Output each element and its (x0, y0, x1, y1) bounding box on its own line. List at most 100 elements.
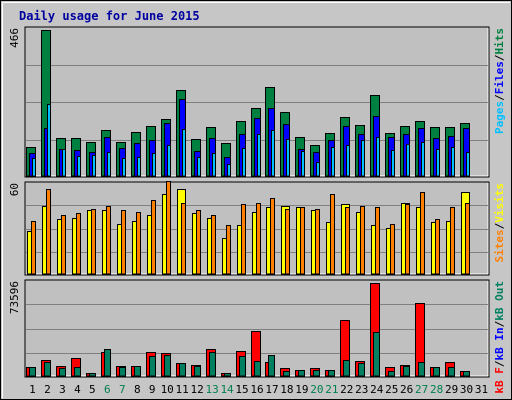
bar-pages-day-29 (451, 147, 455, 177)
bar-sites-day-3 (61, 215, 66, 275)
bar-kb_out-day-13 (209, 352, 216, 377)
top-panel-legend-item: Files (493, 61, 506, 94)
bar-pages-day-12 (197, 157, 201, 177)
bar-sites-day-5 (91, 209, 96, 275)
bottom-panel-legend-item: / (493, 360, 506, 367)
bar-sites-day-12 (196, 210, 201, 275)
x-tick-label: 15 (235, 383, 248, 396)
x-tick-label: 18 (280, 383, 293, 396)
bar-sites-day-29 (450, 207, 455, 275)
bar-kb_out-day-18 (283, 371, 290, 377)
x-tick-label: 28 (430, 383, 443, 396)
bar-sites-day-11 (181, 203, 186, 275)
bar-kb_out-day-4 (74, 367, 81, 377)
bar-pages-day-23 (361, 140, 365, 177)
bar-sites-day-16 (256, 203, 261, 275)
x-tick-label: 14 (220, 383, 234, 396)
bar-sites-day-4 (76, 213, 81, 275)
bar-sites-day-8 (136, 212, 141, 275)
bottom-panel-legend-item: kB Out (493, 281, 506, 321)
x-tick-label: 17 (265, 383, 278, 396)
bar-pages-day-19 (301, 151, 305, 177)
x-tick-label: 23 (355, 383, 368, 396)
bar-pages-day-1 (32, 158, 36, 177)
bar-pages-day-7 (122, 158, 126, 177)
x-tick-label: 12 (191, 383, 204, 396)
x-tick-label: 30 (460, 383, 473, 396)
bar-sites-day-30 (465, 203, 470, 275)
chart-title: Daily usage for June 2015 (19, 9, 200, 23)
bar-pages-day-16 (257, 134, 261, 177)
x-tick-label: 16 (250, 383, 263, 396)
bar-kb_out-day-6 (104, 349, 111, 377)
bar-kb_out-day-21 (328, 370, 335, 377)
x-tick-label: 10 (161, 383, 174, 396)
x-tick-label: 4 (74, 383, 81, 396)
bar-kb_out-day-17 (268, 355, 275, 377)
bar-sites-day-27 (420, 192, 425, 275)
bar-sites-day-18 (285, 209, 290, 275)
middle-panel-legend: Sites/Visits (493, 183, 506, 263)
bar-sites-day-15 (241, 204, 246, 275)
bar-pages-day-17 (271, 130, 275, 177)
bar-pages-day-18 (286, 139, 290, 177)
bar-pages-day-5 (92, 155, 96, 177)
top-panel-ymax-label: 466 (8, 28, 21, 48)
x-tick-label: 5 (89, 383, 96, 396)
x-tick-label: 31 (475, 383, 488, 396)
bar-pages-day-14 (227, 164, 231, 177)
bar-sites-day-2 (46, 189, 51, 275)
x-tick-label: 6 (104, 383, 111, 396)
bar-kb_out-day-29 (448, 367, 455, 377)
bar-kb_out-day-23 (358, 363, 365, 377)
x-tick-label: 20 (310, 383, 323, 396)
top-panel-legend-item: Pages (493, 101, 506, 134)
bar-pages-day-2 (47, 104, 51, 177)
bar-pages-day-25 (391, 150, 395, 177)
bar-pages-day-28 (436, 149, 440, 177)
top-panel-legend: Pages/Files/Hits (493, 28, 506, 134)
x-tick-label: 21 (325, 383, 338, 396)
bar-pages-day-3 (62, 149, 66, 177)
x-tick-label: 29 (445, 383, 458, 396)
bar-pages-day-22 (346, 145, 350, 177)
x-tick-label: 2 (44, 383, 51, 396)
bottom-panel-legend-item: kB F (493, 367, 506, 394)
bar-sites-day-23 (360, 206, 365, 275)
x-tick-label: 11 (176, 383, 189, 396)
x-tick-label: 3 (59, 383, 66, 396)
bar-sites-day-6 (106, 206, 111, 275)
bar-kb_out-day-12 (194, 366, 201, 377)
bottom-panel-legend: kB F/kB In/kB Out (493, 281, 506, 394)
bar-sites-day-20 (315, 209, 320, 275)
bar-sites-day-14 (226, 225, 231, 275)
bar-kb_out-day-14 (224, 373, 231, 377)
x-tick-label: 13 (205, 383, 218, 396)
bar-kb_out-day-3 (59, 368, 66, 377)
top-panel-legend-item: Hits (493, 28, 506, 55)
middle-panel-legend-item: Sites (493, 229, 506, 262)
x-tick-label: 24 (370, 383, 384, 396)
bar-sites-day-9 (151, 200, 156, 275)
bar-kb_out-day-7 (119, 367, 126, 377)
middle-panel-legend-item: / (493, 222, 506, 229)
x-tick-label: 22 (340, 383, 353, 396)
bar-pages-day-24 (376, 137, 380, 177)
bar-kb_out-day-16 (254, 361, 261, 377)
bottom-panel-ymax-label: 73596 (8, 281, 21, 314)
bar-kb_out-day-22 (343, 360, 350, 377)
bar-kb_out-day-27 (418, 362, 425, 377)
bar-sites-day-1 (31, 221, 36, 275)
middle-panel: 60 Sites/Visits (8, 181, 506, 276)
x-tick-label: 7 (119, 383, 126, 396)
bar-kb_out-day-28 (433, 367, 440, 377)
bar-kb_out-day-20 (313, 370, 320, 377)
bar-sites-day-22 (345, 207, 350, 275)
bar-kb_out-day-2 (44, 362, 51, 377)
x-tick-label: 9 (149, 383, 156, 396)
bar-kb_out-day-8 (134, 366, 141, 377)
middle-panel-ymax-label: 60 (8, 183, 21, 196)
bar-sites-day-25 (390, 224, 395, 275)
